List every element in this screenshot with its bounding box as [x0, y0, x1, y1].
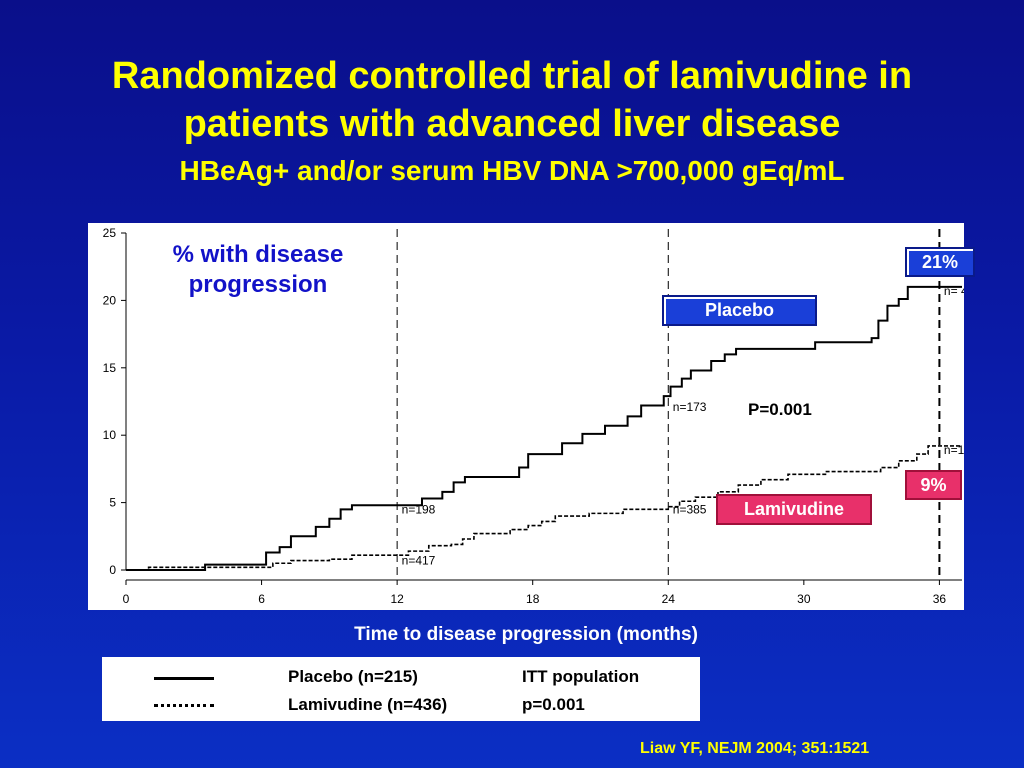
x-tick-label: 0: [123, 592, 130, 606]
slide-subtitle: HBeAg+ and/or serum HBV DNA >700,000 gEq…: [179, 155, 845, 186]
x-tick-label: 36: [933, 592, 947, 606]
y-tick-label: 0: [109, 563, 116, 577]
legend-row-lamivudine: Lamivudine (n=436) p=0.001: [102, 691, 700, 719]
kaplan-meier-chart: 0 5 10 15 20 25 0 6 12 18 24 30 36 n=198 n=417 n=173 n=3…: [103, 226, 964, 606]
placebo-tag: Placebo: [662, 295, 817, 326]
n-at-risk-annotation: n=173: [673, 400, 707, 414]
n-at-risk-annotation: n= 43: [944, 284, 964, 298]
legend-dotted-line: [154, 704, 214, 707]
title-line-1: Randomized controlled trial of lamivudin…: [111, 55, 913, 97]
lamivudine-tag: Lamivudine: [716, 494, 872, 525]
legend-label-lamivudine: Lamivudine (n=436): [288, 695, 448, 714]
n-at-risk-annotation: n=385: [673, 502, 707, 516]
x-tick-label: 30: [797, 592, 811, 606]
x-axis-label: Time to disease progression (months): [354, 624, 698, 645]
legend-row-placebo: Placebo (n=215) ITT population: [102, 663, 700, 691]
x-tick-label: 12: [390, 592, 404, 606]
y-tick-label: 10: [103, 428, 117, 442]
x-tick-label: 18: [526, 592, 540, 606]
legend-solid-line: [154, 677, 214, 680]
lamivudine-final-tag: 9%: [905, 470, 962, 500]
y-tick-label: 20: [103, 293, 117, 307]
n-at-risk-annotation: n=198: [402, 502, 436, 516]
y-tick-label: 25: [103, 226, 117, 240]
lamivudine-series-line: [126, 445, 962, 571]
x-tick-label: 6: [258, 592, 265, 606]
y-tick-label: 5: [109, 496, 116, 510]
citation: Liaw YF, NEJM 2004; 351:1521: [640, 740, 870, 757]
title-line-2: patients with advanced liver disease: [183, 103, 841, 145]
p-value: P=0.001: [748, 400, 812, 419]
y-tick-label: 15: [103, 361, 117, 375]
legend-extra-pvalue: p=0.001: [522, 695, 585, 714]
n-at-risk-annotation: n=122: [944, 443, 964, 457]
chart-title: % with disease progression: [172, 241, 344, 298]
legend-box: Placebo (n=215) ITT population Lamivudin…: [102, 657, 700, 721]
legend-extra-itt: ITT population: [522, 667, 640, 686]
plot-panel: 0 5 10 15 20 25 0 6 12 18 24 30 36 n=198 n=417 n=173 n=3…: [88, 223, 964, 610]
legend-label-placebo: Placebo (n=215): [288, 667, 418, 686]
placebo-final-tag: 21%: [905, 247, 975, 277]
slide-title: Randomized controlled trial of lamivudin…: [0, 52, 1024, 148]
x-tick-label: 24: [662, 592, 676, 606]
placebo-series-line: [126, 285, 962, 571]
n-at-risk-annotation: n=417: [402, 554, 436, 568]
